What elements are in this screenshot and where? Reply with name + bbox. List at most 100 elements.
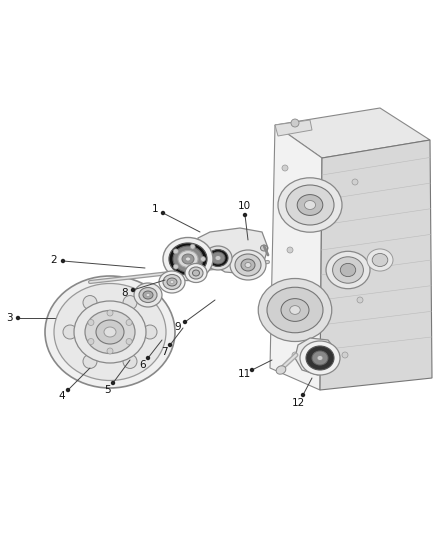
Circle shape (111, 381, 115, 385)
Ellipse shape (245, 262, 251, 268)
Text: 5: 5 (104, 385, 111, 395)
Ellipse shape (286, 185, 334, 225)
Polygon shape (198, 228, 268, 274)
Ellipse shape (258, 279, 332, 342)
Ellipse shape (173, 246, 203, 272)
Ellipse shape (241, 259, 255, 271)
Ellipse shape (230, 250, 266, 280)
Ellipse shape (185, 263, 207, 282)
Ellipse shape (208, 249, 228, 266)
Ellipse shape (317, 356, 323, 360)
Circle shape (201, 256, 205, 262)
Ellipse shape (312, 351, 328, 365)
Text: 4: 4 (58, 391, 65, 401)
Circle shape (282, 165, 288, 171)
Circle shape (107, 310, 113, 316)
Ellipse shape (235, 254, 261, 276)
Ellipse shape (367, 249, 393, 271)
Circle shape (250, 368, 254, 372)
Ellipse shape (170, 280, 174, 284)
Ellipse shape (189, 267, 203, 279)
Circle shape (243, 213, 247, 217)
Circle shape (126, 338, 132, 344)
Text: 9: 9 (174, 322, 181, 332)
Text: 1: 1 (152, 204, 158, 214)
Polygon shape (275, 120, 312, 136)
Ellipse shape (332, 257, 364, 283)
Circle shape (123, 296, 137, 310)
Ellipse shape (278, 178, 342, 232)
Text: 7: 7 (161, 347, 168, 357)
Ellipse shape (276, 366, 286, 374)
Circle shape (16, 316, 20, 320)
Ellipse shape (143, 291, 153, 299)
Ellipse shape (304, 200, 316, 209)
Circle shape (61, 259, 65, 263)
Ellipse shape (96, 320, 124, 344)
Circle shape (342, 352, 348, 358)
Ellipse shape (186, 257, 191, 261)
Circle shape (63, 325, 77, 339)
Ellipse shape (167, 278, 177, 286)
Ellipse shape (159, 271, 185, 293)
Polygon shape (270, 125, 322, 390)
Ellipse shape (215, 255, 221, 261)
Circle shape (143, 325, 157, 339)
Ellipse shape (45, 276, 175, 388)
Ellipse shape (182, 254, 194, 264)
Ellipse shape (261, 245, 268, 251)
Circle shape (66, 388, 70, 392)
Text: 3: 3 (6, 313, 12, 323)
Ellipse shape (163, 238, 213, 280)
Polygon shape (320, 140, 432, 390)
Circle shape (168, 343, 172, 347)
Circle shape (146, 356, 150, 360)
Ellipse shape (54, 284, 166, 381)
Ellipse shape (139, 287, 157, 303)
Circle shape (173, 249, 178, 254)
Text: 10: 10 (237, 201, 251, 211)
Circle shape (357, 297, 363, 303)
Ellipse shape (372, 254, 388, 266)
Ellipse shape (326, 251, 370, 289)
Ellipse shape (204, 246, 232, 270)
Ellipse shape (146, 294, 150, 296)
Ellipse shape (192, 270, 199, 276)
Circle shape (291, 119, 299, 127)
Ellipse shape (85, 311, 135, 353)
Ellipse shape (211, 252, 225, 264)
Ellipse shape (306, 346, 334, 370)
Circle shape (107, 348, 113, 354)
Circle shape (287, 247, 293, 253)
Circle shape (292, 352, 298, 358)
Ellipse shape (340, 263, 356, 277)
Ellipse shape (297, 195, 323, 215)
Circle shape (173, 264, 178, 269)
Circle shape (161, 211, 165, 215)
Circle shape (126, 319, 132, 326)
Circle shape (183, 320, 187, 324)
Text: 11: 11 (237, 369, 251, 379)
Circle shape (123, 354, 137, 368)
Text: 8: 8 (121, 288, 128, 298)
Text: 2: 2 (51, 255, 57, 265)
Circle shape (88, 338, 94, 344)
Ellipse shape (134, 283, 162, 307)
Ellipse shape (290, 305, 300, 314)
Polygon shape (275, 108, 430, 158)
Ellipse shape (281, 298, 309, 321)
Circle shape (88, 319, 94, 326)
Ellipse shape (74, 301, 146, 363)
Polygon shape (295, 338, 334, 375)
Text: 12: 12 (292, 398, 305, 408)
Circle shape (190, 269, 195, 274)
Circle shape (352, 179, 358, 185)
Ellipse shape (267, 287, 323, 333)
Ellipse shape (300, 341, 340, 375)
Circle shape (190, 244, 195, 249)
Ellipse shape (163, 274, 181, 289)
Circle shape (83, 296, 97, 310)
Text: 6: 6 (139, 360, 146, 370)
Circle shape (131, 288, 135, 292)
Circle shape (83, 354, 97, 368)
